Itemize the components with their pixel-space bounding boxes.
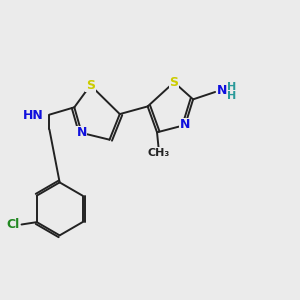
Text: HN: HN: [23, 109, 44, 122]
Text: H: H: [227, 82, 236, 92]
Text: CH₃: CH₃: [147, 148, 170, 158]
Text: N: N: [76, 126, 87, 140]
Text: S: S: [169, 76, 178, 89]
Text: N: N: [217, 84, 227, 97]
Text: S: S: [86, 79, 95, 92]
Text: Cl: Cl: [6, 218, 19, 231]
Text: N: N: [180, 118, 190, 131]
Text: H: H: [227, 92, 236, 101]
